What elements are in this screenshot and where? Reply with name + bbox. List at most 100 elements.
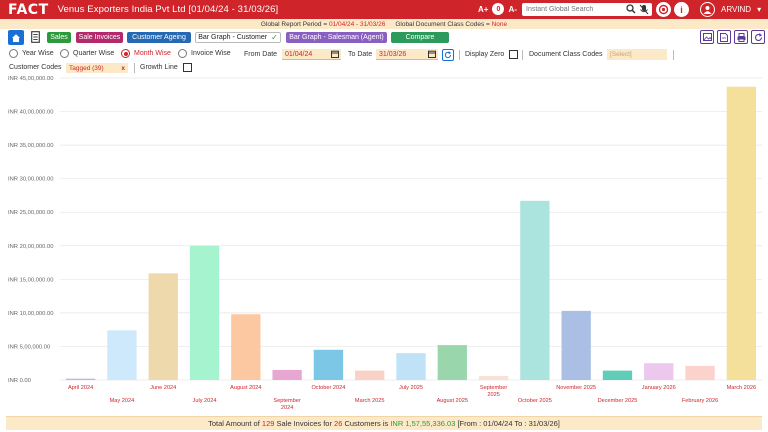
global-search-box — [522, 3, 652, 16]
bar-january-2026[interactable] — [644, 363, 674, 380]
y-tick-label: INR 20,00,000.00 — [8, 244, 53, 250]
growth-line-checkbox[interactable] — [183, 63, 192, 72]
bar-june-2024[interactable] — [148, 273, 178, 380]
from-date-label: From Date — [244, 51, 278, 58]
bar-chart-svg: INR 0.00 INR 5,00,000.00 INR 10,00,000.00 I… — [8, 76, 762, 411]
bar-july-2024[interactable] — [189, 245, 220, 380]
bar-february-2026[interactable] — [685, 365, 715, 380]
fact-logo[interactable]: FACT — [8, 1, 49, 18]
radio-month-wise[interactable]: Month Wise — [121, 49, 171, 58]
file-icon — [720, 32, 728, 42]
radio-circle[interactable] — [9, 49, 18, 58]
display-zero-label: Display Zero — [465, 51, 505, 58]
y-tick-label: INR 25,00,000.00 — [8, 210, 53, 216]
global-search-input[interactable] — [526, 6, 626, 13]
y-tick-label: INR 0.00 — [8, 378, 31, 384]
bar-november-2025[interactable] — [561, 310, 591, 380]
tab-customer-ageing[interactable]: Customer Ageing — [127, 32, 191, 43]
radio-circle[interactable] — [178, 49, 187, 58]
user-menu[interactable]: ARVIND ▾ — [700, 2, 761, 17]
tab-sale-invoices[interactable]: Sale Invoices — [76, 32, 123, 43]
to-date-input[interactable]: 31/03/26 — [376, 49, 438, 60]
x-tick-label: October 2024 — [311, 385, 345, 391]
customer-codes-value: Tagged (39) — [69, 64, 104, 72]
font-decrease-button[interactable]: A- — [508, 4, 517, 14]
tab-compare[interactable]: Compare — [391, 32, 449, 43]
font-reset-button[interactable]: 0 — [492, 3, 505, 15]
radio-circle[interactable] — [60, 49, 69, 58]
info-icon[interactable]: i — [674, 2, 689, 17]
to-date-label: To Date — [348, 51, 373, 58]
calendar-icon[interactable] — [331, 50, 339, 58]
user-avatar-icon[interactable] — [700, 2, 715, 17]
radio-label: Invoice Wise — [191, 50, 231, 57]
x-tick-label: February 2026 — [682, 398, 718, 404]
search-icon[interactable] — [626, 4, 636, 14]
chevron-down-icon[interactable]: ▾ — [757, 5, 762, 14]
tab-sales[interactable]: Sales — [47, 32, 71, 43]
bar-march-2026[interactable] — [726, 86, 757, 381]
x-tick-label: 2025 — [487, 392, 499, 398]
apply-date-refresh-button[interactable] — [442, 49, 454, 61]
radio-invoice-wise[interactable]: Invoice Wise — [178, 49, 231, 58]
x-tick-label: October 2025 — [518, 398, 552, 404]
check-icon: ✓ — [271, 33, 278, 42]
radio-quarter-wise[interactable]: Quarter Wise — [60, 49, 114, 58]
customer-codes-select[interactable]: Tagged (39) x — [66, 63, 128, 73]
refresh-report-button[interactable] — [751, 30, 765, 44]
bar-september-2025[interactable] — [478, 375, 509, 380]
bar-december-2025[interactable] — [602, 370, 633, 380]
radio-circle-selected[interactable] — [121, 49, 130, 58]
notifications-icon[interactable] — [656, 2, 671, 17]
to-date-value: 31/03/26 — [379, 50, 407, 58]
y-tick-label: INR 35,00,000.00 — [8, 143, 53, 149]
calendar-icon[interactable] — [428, 50, 436, 58]
print-button[interactable] — [734, 30, 748, 44]
x-tick-label: December 2025 — [598, 398, 638, 404]
document-class-codes-select[interactable]: [Select] — [607, 49, 667, 60]
y-tick-label: INR 30,00,000.00 — [8, 177, 53, 183]
document-list-icon[interactable] — [31, 31, 40, 43]
radio-label: Quarter Wise — [73, 50, 115, 57]
font-size-controls: A+ 0 A- — [478, 3, 517, 15]
bar-august-2024[interactable] — [231, 314, 261, 380]
x-tick-label: August 2024 — [230, 385, 261, 391]
bar-october-2025[interactable] — [520, 200, 550, 380]
refresh-icon — [444, 51, 452, 59]
font-increase-button[interactable]: A+ — [478, 4, 489, 14]
bar-may-2024[interactable] — [107, 330, 137, 380]
global-class-codes: Global Document Class Codes = None — [395, 20, 508, 28]
bar-march-2025[interactable] — [355, 370, 385, 380]
x-tick-label: July 2024 — [193, 398, 217, 404]
tab-bar-graph-customer[interactable]: Bar Graph - Customer ✓ — [195, 32, 281, 43]
bar-july-2025[interactable] — [396, 353, 426, 380]
microphone-off-icon[interactable] — [639, 4, 649, 15]
pdf-export-button[interactable] — [717, 30, 731, 44]
bar-september-2024[interactable] — [272, 369, 302, 380]
bar-october-2024[interactable] — [313, 349, 344, 380]
divider — [522, 50, 523, 60]
growth-line-label: Growth Line — [140, 64, 178, 71]
x-tick-label: September — [273, 398, 300, 404]
tab-bar-graph-salesman[interactable]: Bar Graph - Salesman (Agent) — [286, 32, 387, 43]
home-button[interactable] — [8, 30, 24, 45]
document-class-codes-label: Document Class Codes — [529, 51, 603, 58]
clear-customer-codes-icon[interactable]: x — [121, 64, 125, 72]
bar-april-2024[interactable] — [65, 378, 96, 380]
sales-bar-chart: INR 0.00 INR 5,00,000.00 INR 10,00,000.00 I… — [0, 75, 768, 415]
display-zero-checkbox[interactable] — [509, 50, 518, 59]
divider — [673, 50, 674, 60]
from-date-input[interactable]: 01/04/24 — [282, 49, 341, 60]
y-tick-label: INR 10,00,000.00 — [8, 311, 53, 317]
radio-label: Year Wise — [22, 50, 54, 57]
y-tick-label: INR 15,00,000.00 — [8, 277, 53, 283]
image-export-button[interactable] — [700, 30, 714, 44]
user-name[interactable]: ARVIND — [721, 5, 752, 14]
summary-text: Total Amount of 129 Sale Invoices for 26… — [208, 419, 560, 428]
x-tick-label: July 2025 — [399, 385, 423, 391]
printer-icon — [737, 32, 745, 42]
bar-august-2025[interactable] — [437, 345, 467, 380]
report-tabs: Sales Sale Invoices Customer Ageing Bar … — [0, 29, 768, 47]
x-tick-label: March 2025 — [355, 398, 385, 404]
radio-year-wise[interactable]: Year Wise — [9, 49, 54, 58]
